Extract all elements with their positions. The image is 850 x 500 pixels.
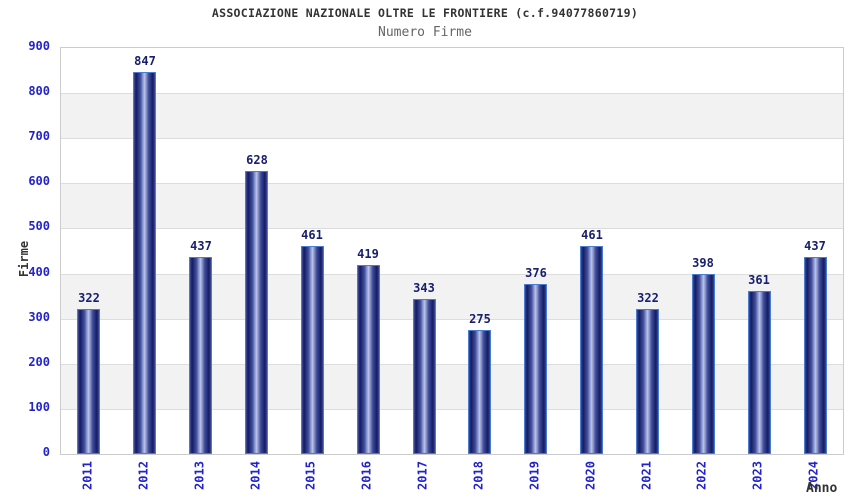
bar-2023 [748, 291, 771, 454]
x-tick-label-2018: 2018 [471, 461, 486, 490]
bar-2020 [580, 246, 603, 454]
bar-value-label: 437 [190, 239, 212, 253]
x-tick-label-2019: 2019 [527, 461, 542, 490]
gridline [61, 93, 843, 95]
bar-2012 [133, 72, 156, 454]
y-tick-label: 500 [28, 219, 50, 234]
bar-2015 [301, 246, 324, 454]
x-tick-label-2020: 2020 [583, 461, 598, 490]
background-band [61, 48, 843, 94]
bar-value-label: 361 [748, 273, 770, 287]
x-tick-label-2022: 2022 [694, 461, 709, 490]
y-axis-title: Firme [17, 240, 31, 278]
bar-value-label: 275 [469, 312, 491, 326]
background-band [61, 93, 843, 139]
y-tick-label: 400 [28, 264, 50, 279]
gridline [61, 228, 843, 230]
bar-value-label: 628 [246, 153, 268, 167]
y-tick-label: 800 [28, 84, 50, 99]
bar-2021 [636, 309, 659, 454]
plot-area: 322 847 437 628 461 419 343 275 376 461 322 398 361 4… [60, 47, 844, 455]
y-tick-label: 700 [28, 129, 50, 144]
bar-value-label: 376 [525, 266, 547, 280]
chart-subtitle: Numero Firme [378, 25, 472, 40]
bar-2013 [189, 257, 212, 454]
y-tick-label: 300 [28, 309, 50, 324]
bar-value-label: 322 [78, 291, 100, 305]
bar-2022 [692, 274, 715, 454]
x-tick-label-2012: 2012 [136, 461, 151, 490]
x-tick-label-2016: 2016 [359, 461, 374, 490]
bar-2019 [524, 284, 547, 454]
x-tick-label-2013: 2013 [192, 461, 207, 490]
x-axis-title: Anno [806, 481, 838, 496]
y-tick-label: 600 [28, 174, 50, 189]
background-band [61, 183, 843, 229]
gridline [61, 318, 843, 320]
x-tick-label-2011: 2011 [80, 461, 95, 490]
y-tick-label: 0 [42, 445, 50, 459]
gridline [61, 408, 843, 410]
x-tick-label-2014: 2014 [248, 461, 263, 490]
y-tick-label: 900 [28, 39, 50, 53]
bar-2016 [357, 265, 380, 454]
bar-value-label: 398 [692, 256, 714, 270]
bar-value-label: 461 [581, 228, 603, 242]
x-tick-label-2015: 2015 [303, 461, 318, 490]
gridline [61, 273, 843, 275]
background-band [61, 408, 843, 454]
bar-value-label: 461 [301, 228, 323, 242]
background-band [61, 138, 843, 184]
gridline [61, 183, 843, 185]
x-tick-label-2021: 2021 [639, 461, 654, 490]
bar-2017 [413, 299, 436, 454]
bar-2018 [468, 330, 491, 454]
gridline [61, 363, 843, 365]
x-tick-label-2017: 2017 [415, 461, 430, 490]
bar-value-label: 437 [804, 239, 826, 253]
bar-2011 [77, 309, 100, 454]
gridline [61, 138, 843, 140]
bar-value-label: 322 [637, 291, 659, 305]
bar-value-label: 847 [134, 54, 156, 68]
chart-title: ASSOCIAZIONE NAZIONALE OLTRE LE FRONTIER… [211, 6, 639, 20]
y-tick-label: 200 [28, 354, 50, 369]
x-tick-label-2023: 2023 [750, 461, 765, 490]
bar-2024 [804, 257, 827, 454]
bar-value-label: 343 [413, 281, 435, 295]
bar-value-label: 419 [357, 247, 379, 261]
background-band [61, 363, 843, 409]
bar-2014 [245, 171, 268, 454]
y-tick-label: 100 [28, 399, 50, 414]
